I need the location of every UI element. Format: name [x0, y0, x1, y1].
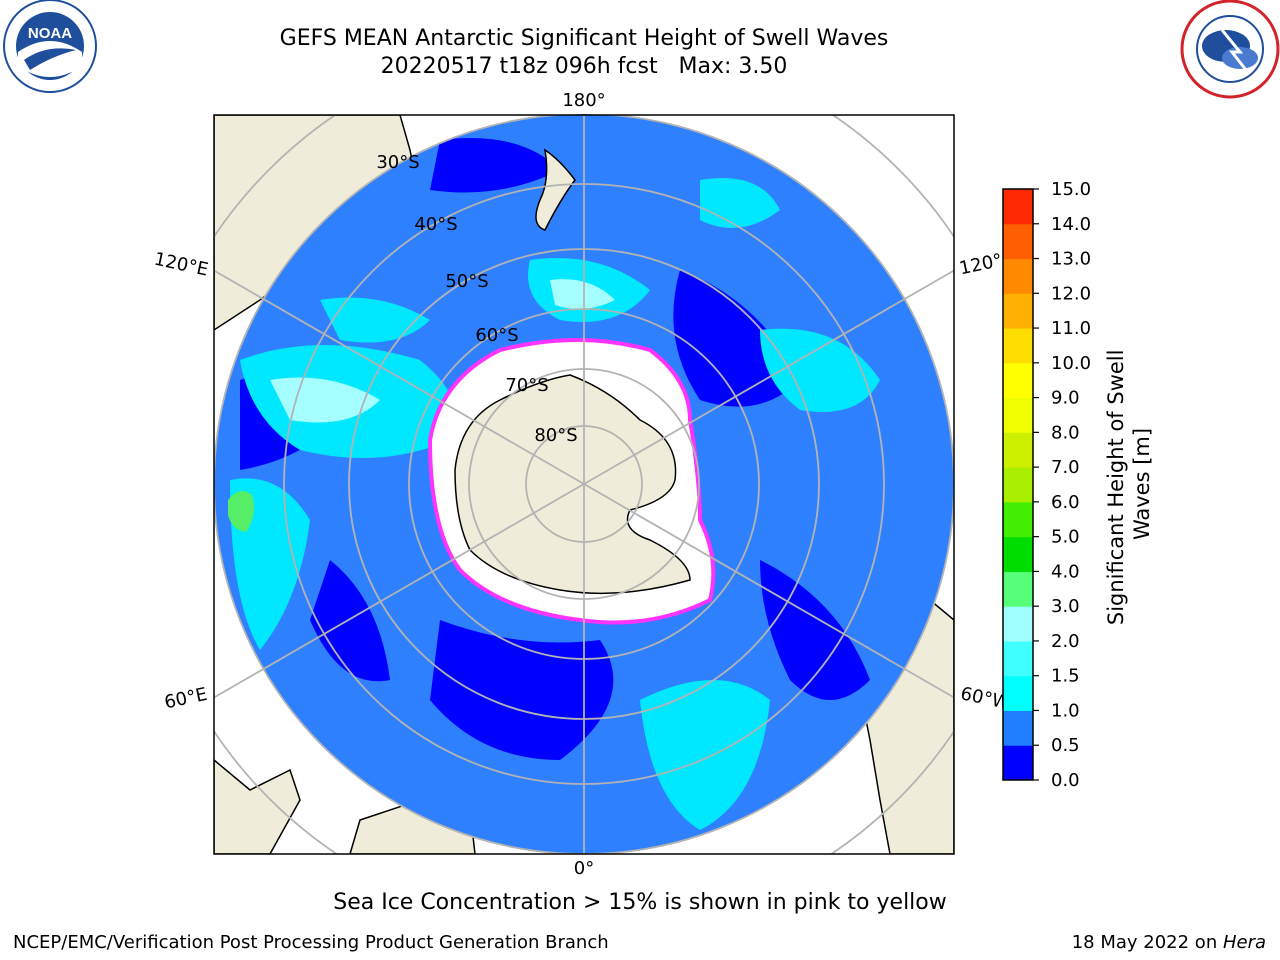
colorbar-swatch [1003, 258, 1033, 294]
colorbar-tick-label: 1.5 [1051, 666, 1080, 687]
colorbar-tick-label: 7.0 [1051, 457, 1080, 478]
colorbar-swatch [1003, 571, 1033, 607]
colorbar-swatch [1003, 293, 1033, 329]
colorbar-tick-label: 3.0 [1051, 596, 1080, 617]
lat-label-70s: 70°S [505, 375, 548, 396]
chart-title: GEFS MEAN Antarctic Significant Height o… [279, 26, 889, 51]
lat-label-30s: 30°S [376, 152, 419, 173]
colorbar-tick-label: 2.0 [1051, 631, 1080, 652]
graticule [214, 115, 954, 854]
lon-label-60e: 60°E [163, 684, 210, 714]
colorbar-tick-label: 12.0 [1051, 283, 1091, 304]
colorbar-tick-label: 6.0 [1051, 492, 1080, 513]
footer-credit: NCEP/EMC/Verification Post Processing Pr… [13, 932, 609, 953]
lon-label-180: 180° [562, 90, 605, 111]
colorbar-tick-label: 14.0 [1051, 214, 1091, 235]
colorbar-tick-label: 15.0 [1051, 179, 1091, 200]
colorbar-swatch [1003, 536, 1033, 572]
antarctica-land [454, 374, 691, 595]
noaa-logo: NOAA [3, 0, 97, 93]
colorbar-label-line1: Significant Height of Swell [1104, 350, 1128, 626]
chart-subtitle: 20220517 t18z 096h fcst Max: 3.50 [380, 54, 788, 79]
colorbar-tick-label: 8.0 [1051, 422, 1080, 443]
colorbar-tick-label: 10.0 [1051, 353, 1091, 374]
footer-date-text: 18 May 2022 on [1071, 932, 1223, 953]
colorbar-swatch [1003, 501, 1033, 538]
colorbar-swatch [1003, 675, 1033, 711]
colorbar-swatch [1003, 328, 1033, 364]
colorbar-swatch [1003, 362, 1033, 399]
lon-label-120e: 120°E [152, 249, 210, 281]
colorbar-swatch [1003, 745, 1033, 781]
footer-host: Hera [1222, 932, 1266, 953]
noaa-logo-text: NOAA [28, 25, 72, 42]
colorbar-frame [1002, 188, 1034, 781]
nws-logo [1180, 0, 1280, 99]
lon-label-0: 0° [574, 858, 594, 879]
colorbar-swatch [1003, 223, 1033, 260]
colorbar-swatch [1003, 710, 1033, 746]
lat-label-60s: 60°S [475, 325, 518, 346]
colorbar-label: Significant Height of Swell Waves [m] [1104, 343, 1154, 625]
madagascar-land [214, 759, 301, 854]
colorbar: 15.0 14.0 13.0 12.0 11.0 10.0 9.0 8.0 7.0 6.0 5.0 4… [1002, 179, 1154, 791]
lat-label-80s: 80°S [534, 425, 577, 446]
colorbar-swatch [1003, 189, 1033, 225]
colorbar-tick-label: 13.0 [1051, 249, 1091, 270]
lat-label-50s: 50°S [445, 271, 488, 292]
sea-ice-caption: Sea Ice Concentration > 15% is shown in … [333, 890, 947, 915]
colorbar-swatch [1003, 432, 1033, 468]
footer-date: 18 May 2022 on Hera [1072, 932, 1266, 953]
colorbar-tick-label: 11.0 [1051, 318, 1091, 339]
lat-label-40s: 40°S [414, 214, 457, 235]
colorbar-swatch [1003, 640, 1033, 677]
colorbar-tick-label: 0.0 [1051, 770, 1080, 791]
lon-label-120w: 120° [957, 250, 1004, 280]
map-frame [213, 114, 955, 855]
colorbar-tick-label: 1.0 [1051, 700, 1080, 721]
colorbar-tick-label: 4.0 [1051, 561, 1080, 582]
colorbar-tick-label: 5.0 [1051, 527, 1080, 548]
map-panel: 180° 120°E 120° 60°E 60°W 0° 30°S 40°S 5… [152, 90, 1012, 879]
colorbar-tick-label: 9.0 [1051, 388, 1080, 409]
colorbar-swatch [1003, 467, 1033, 503]
colorbar-tick-label: 0.5 [1051, 735, 1080, 756]
colorbar-label-line2: Waves [m] [1130, 428, 1154, 540]
colorbar-swatch [1003, 397, 1033, 433]
colorbar-swatch [1003, 606, 1033, 642]
